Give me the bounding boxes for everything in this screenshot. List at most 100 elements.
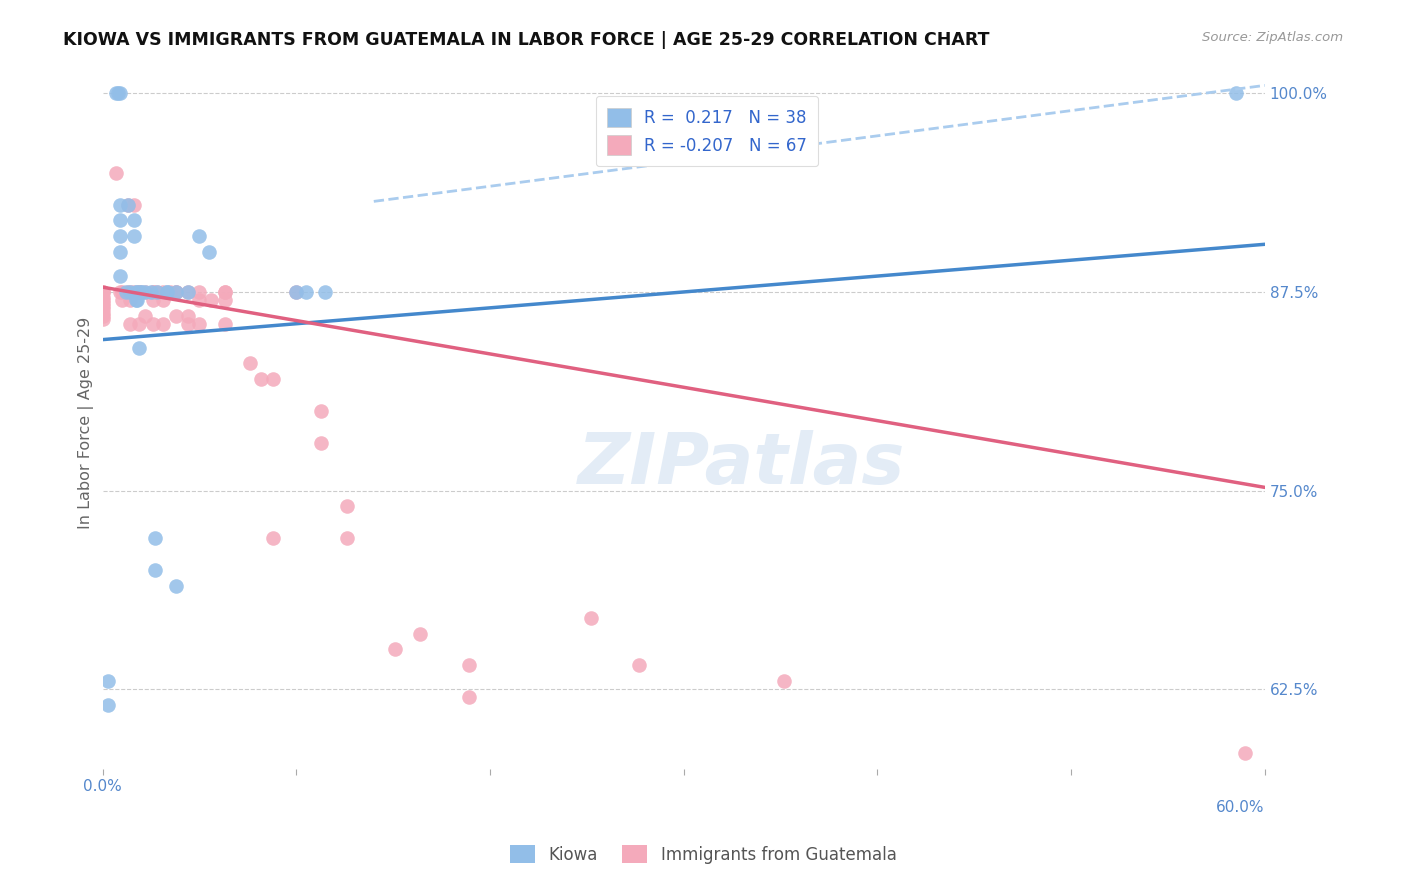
Point xyxy=(91,302,114,317)
Point xyxy=(139,285,162,299)
Point xyxy=(214,285,236,299)
Point xyxy=(146,285,169,299)
Point xyxy=(111,285,134,299)
Point xyxy=(1234,746,1257,760)
Point xyxy=(177,309,200,323)
Point xyxy=(117,285,139,299)
Point xyxy=(118,317,141,331)
Point xyxy=(165,285,187,299)
Point xyxy=(127,285,149,299)
Point xyxy=(159,285,181,299)
Point xyxy=(128,341,150,355)
Point xyxy=(97,674,120,689)
Point xyxy=(134,309,156,323)
Point xyxy=(457,658,479,673)
Point xyxy=(214,285,236,299)
Point xyxy=(457,690,479,705)
Point xyxy=(131,285,153,299)
Point xyxy=(628,658,651,673)
Text: 60.0%: 60.0% xyxy=(1216,800,1265,814)
Point xyxy=(239,356,262,370)
Point xyxy=(198,245,221,260)
Point xyxy=(128,285,150,299)
Point xyxy=(1225,87,1247,101)
Point xyxy=(117,197,139,211)
Point xyxy=(143,563,166,577)
Point xyxy=(155,285,177,299)
Point xyxy=(250,372,273,386)
Point xyxy=(117,197,139,211)
Point xyxy=(214,293,236,307)
Legend: R =  0.217   N = 38, R = -0.207   N = 67: R = 0.217 N = 38, R = -0.207 N = 67 xyxy=(596,96,818,166)
Point xyxy=(111,293,134,307)
Point xyxy=(108,268,131,283)
Point xyxy=(188,293,211,307)
Point xyxy=(91,309,114,323)
Text: ZIPatlas: ZIPatlas xyxy=(578,430,905,499)
Text: Source: ZipAtlas.com: Source: ZipAtlas.com xyxy=(1202,31,1343,45)
Point xyxy=(177,285,200,299)
Point xyxy=(97,698,120,712)
Point xyxy=(105,166,128,180)
Legend: Kiowa, Immigrants from Guatemala: Kiowa, Immigrants from Guatemala xyxy=(503,838,903,871)
Point xyxy=(124,285,146,299)
Point xyxy=(134,285,156,299)
Point xyxy=(188,229,211,244)
Point xyxy=(314,285,336,299)
Point xyxy=(134,285,156,299)
Point xyxy=(131,285,153,299)
Point xyxy=(128,285,150,299)
Point xyxy=(311,436,333,450)
Point xyxy=(177,317,200,331)
Point xyxy=(142,317,165,331)
Point xyxy=(142,285,165,299)
Point xyxy=(108,229,131,244)
Point xyxy=(409,626,432,640)
Point xyxy=(115,285,138,299)
Point xyxy=(108,197,131,211)
Point xyxy=(118,285,141,299)
Point xyxy=(285,285,308,299)
Point xyxy=(165,309,187,323)
Point xyxy=(336,500,359,514)
Point xyxy=(152,293,174,307)
Point xyxy=(91,285,114,299)
Point xyxy=(200,293,222,307)
Point xyxy=(91,312,114,326)
Point xyxy=(152,285,174,299)
Point xyxy=(214,317,236,331)
Point xyxy=(122,285,145,299)
Point xyxy=(91,285,114,299)
Point xyxy=(91,290,114,304)
Point xyxy=(155,285,177,299)
Point xyxy=(188,285,211,299)
Point xyxy=(108,285,131,299)
Point xyxy=(262,531,284,545)
Point xyxy=(295,285,318,299)
Point xyxy=(105,87,128,101)
Text: KIOWA VS IMMIGRANTS FROM GUATEMALA IN LABOR FORCE | AGE 25-29 CORRELATION CHART: KIOWA VS IMMIGRANTS FROM GUATEMALA IN LA… xyxy=(63,31,990,49)
Point xyxy=(122,213,145,227)
Point xyxy=(146,285,169,299)
Point xyxy=(118,293,141,307)
Point xyxy=(336,531,359,545)
Point xyxy=(118,285,141,299)
Point xyxy=(142,293,165,307)
Point xyxy=(91,296,114,310)
Point xyxy=(177,285,200,299)
Point xyxy=(108,87,131,101)
Point xyxy=(128,317,150,331)
Point xyxy=(128,285,150,299)
Point xyxy=(773,674,796,689)
Point xyxy=(188,317,211,331)
Point xyxy=(91,293,114,307)
Point xyxy=(285,285,308,299)
Point xyxy=(262,372,284,386)
Point xyxy=(122,229,145,244)
Point xyxy=(384,642,406,657)
Point xyxy=(143,531,166,545)
Point xyxy=(122,197,145,211)
Point xyxy=(108,245,131,260)
Point xyxy=(91,305,114,319)
Point xyxy=(579,610,602,624)
